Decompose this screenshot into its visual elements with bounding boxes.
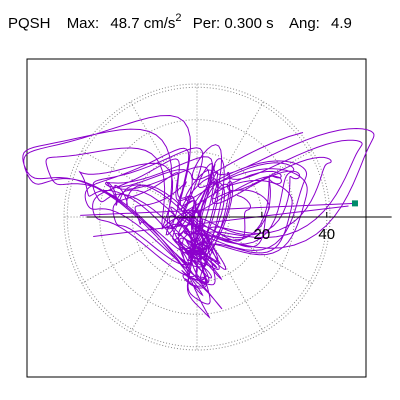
station-code: PQSH [8,15,51,32]
orbit-excursion-2 [93,205,349,237]
max-unit-exponent: 2 [175,12,182,24]
orbit-path [22,114,375,319]
max-unit: cm/s [143,15,176,32]
radial-tick-label-40: 40 [318,226,335,243]
grid-spoke-240 [130,244,182,333]
plot-frame [26,58,367,378]
peak-marker [351,200,358,207]
per-value: 0.300 s [224,15,274,32]
per-label: Per: [192,15,221,32]
ang-label: Ang: [288,15,320,32]
radial-tick-label-20: 20 [254,226,271,243]
ang-value: 4.9 [331,15,352,32]
grid-spoke-60 [212,101,264,190]
orbit-excursion-1 [80,202,355,216]
max-value: 48.7 [110,15,140,32]
max-label: Max: [66,15,100,32]
header-bar: PQSH Max: 48.7 cm/s2 Per: 0.300 s Ang: 4… [8,12,352,32]
overlay-layer: 20 40 [86,200,392,243]
orbit-trace [22,114,375,319]
